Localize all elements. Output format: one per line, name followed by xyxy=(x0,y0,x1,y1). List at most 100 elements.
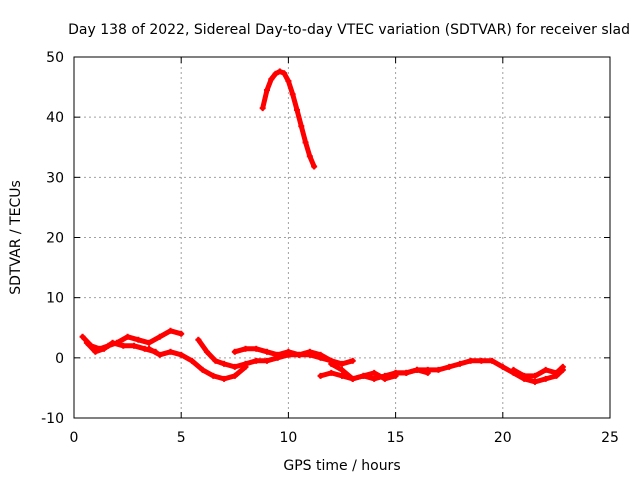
data-point xyxy=(360,372,367,379)
data-point xyxy=(178,330,185,337)
data-point xyxy=(371,369,378,376)
data-point xyxy=(274,351,281,358)
data-point xyxy=(306,351,313,358)
data-point xyxy=(221,360,228,367)
data-point xyxy=(381,375,388,382)
data-point xyxy=(339,366,345,373)
series-sat-h xyxy=(328,360,399,382)
data-point xyxy=(531,372,538,379)
series-line xyxy=(393,358,566,385)
data-point xyxy=(414,366,421,373)
data-point xyxy=(531,378,538,385)
data-point xyxy=(178,351,185,358)
y-tick-label: 0 xyxy=(55,351,64,367)
data-point xyxy=(276,68,283,75)
data-point xyxy=(272,70,279,77)
data-point xyxy=(296,351,303,358)
data-point xyxy=(268,76,275,83)
data-point xyxy=(109,339,116,346)
data-point xyxy=(489,357,496,364)
grid-lines xyxy=(74,57,610,418)
x-tick-label: 25 xyxy=(601,430,619,446)
data-point xyxy=(285,348,292,355)
data-point xyxy=(456,360,463,367)
data-point xyxy=(285,78,292,85)
axis-ticks: 0 5 10 15 20 25 -10 0 10 20 30 40 50 xyxy=(41,50,619,446)
data-point xyxy=(92,348,99,355)
data-point xyxy=(156,351,163,358)
data-point xyxy=(306,153,313,160)
data-point xyxy=(553,369,560,376)
data-point xyxy=(83,339,90,346)
data-point xyxy=(328,360,335,367)
y-tick-label: 40 xyxy=(46,110,64,126)
series-sat-c xyxy=(146,345,249,382)
data-point xyxy=(521,372,528,379)
data-point xyxy=(210,372,217,379)
y-tick-label: -10 xyxy=(41,411,64,427)
data-point xyxy=(146,345,153,352)
data-point xyxy=(242,345,249,352)
data-point xyxy=(221,375,228,382)
series-sat-i xyxy=(392,357,566,385)
y-tick-label: 10 xyxy=(46,291,64,307)
data-series xyxy=(79,68,566,385)
data-point xyxy=(188,357,195,364)
series-sat-e xyxy=(231,345,335,364)
data-point xyxy=(349,375,356,382)
x-axis-label: GPS time / hours xyxy=(283,458,400,474)
data-point xyxy=(231,372,238,379)
data-point xyxy=(293,106,300,113)
data-point xyxy=(203,348,210,355)
data-point xyxy=(317,372,324,379)
data-point xyxy=(467,357,474,364)
data-point xyxy=(156,333,163,340)
y-axis-label: SDTVAR / TECUs xyxy=(8,180,24,295)
data-point xyxy=(302,139,309,146)
data-point xyxy=(328,369,335,376)
data-point xyxy=(339,372,345,379)
data-point xyxy=(231,348,238,355)
data-point xyxy=(259,105,266,112)
data-point xyxy=(253,345,260,352)
data-point xyxy=(435,366,442,373)
data-point xyxy=(135,336,142,343)
x-tick-label: 5 xyxy=(177,430,186,446)
data-point xyxy=(195,336,202,343)
data-point xyxy=(559,363,566,370)
series-sat-j xyxy=(510,363,566,379)
data-point xyxy=(371,375,378,382)
data-point xyxy=(199,366,206,373)
data-point xyxy=(446,363,453,370)
data-point xyxy=(167,327,174,334)
data-point xyxy=(212,357,219,364)
series-sat-f xyxy=(259,68,318,170)
data-point xyxy=(124,333,131,340)
data-point xyxy=(263,348,270,355)
data-point xyxy=(289,91,296,98)
data-point xyxy=(317,354,324,361)
x-tick-label: 15 xyxy=(387,430,405,446)
data-point xyxy=(281,70,288,77)
data-point xyxy=(499,363,506,370)
data-point xyxy=(392,369,399,376)
data-point xyxy=(403,369,410,376)
data-point xyxy=(101,345,108,352)
data-point xyxy=(79,333,86,340)
data-point xyxy=(424,366,431,373)
x-tick-label: 0 xyxy=(70,430,79,446)
data-point xyxy=(542,366,549,373)
data-point xyxy=(231,363,238,370)
x-tick-label: 20 xyxy=(494,430,512,446)
data-point xyxy=(146,339,153,346)
data-point xyxy=(253,357,260,364)
y-tick-label: 20 xyxy=(46,231,64,247)
y-tick-label: 50 xyxy=(46,50,64,66)
data-point xyxy=(542,375,549,382)
series-line xyxy=(232,346,334,364)
y-tick-label: 30 xyxy=(46,170,64,186)
data-point xyxy=(131,342,138,349)
chart-title: Day 138 of 2022, Sidereal Day-to-day VTE… xyxy=(68,22,630,38)
data-point xyxy=(167,348,174,355)
